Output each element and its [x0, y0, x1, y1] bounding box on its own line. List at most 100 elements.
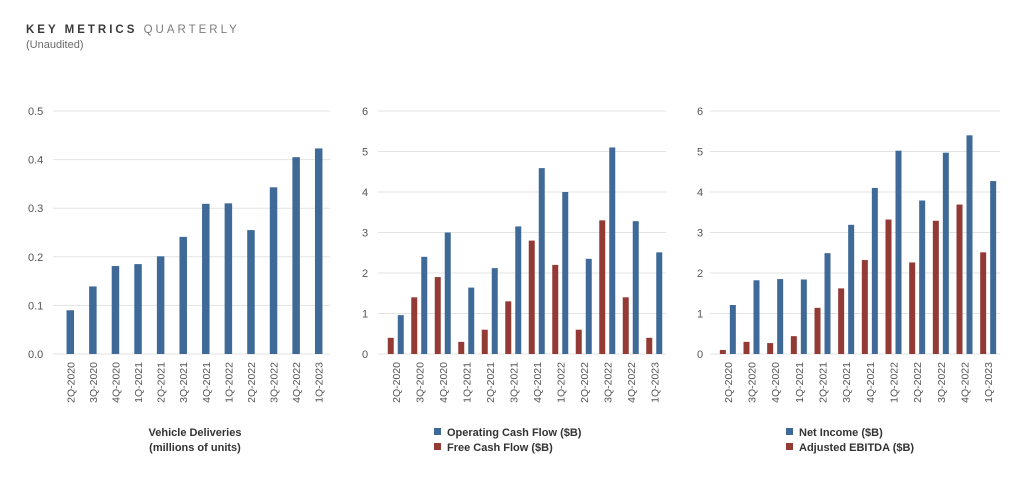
bar [538, 168, 545, 354]
y-tick-label: 0.4 [28, 155, 43, 167]
bar [269, 187, 278, 354]
bar [66, 310, 75, 354]
x-axis-sublabel: (millions of units) [149, 442, 241, 454]
bar [895, 150, 902, 354]
x-tick-label: 2Q-2021 [485, 362, 497, 403]
bar [729, 304, 736, 354]
bar [89, 286, 97, 354]
x-tick-label: 3Q-2021 [841, 362, 853, 403]
y-tick-label: 2 [362, 268, 368, 280]
bar [777, 279, 784, 354]
bar [942, 152, 949, 354]
bar [387, 337, 394, 354]
x-tick-label: 4Q-2021 [532, 362, 544, 403]
y-tick-label: 0.3 [28, 203, 43, 215]
header: KEY METRICS QUARTERLY (Unaudited) [26, 23, 240, 51]
bar [458, 341, 465, 354]
bar [790, 336, 797, 354]
page-subtitle: (Unaudited) [26, 39, 84, 51]
bar [646, 337, 653, 354]
legend-swatch [786, 428, 793, 435]
legend-swatch [434, 428, 441, 435]
y-tick-label: 4 [697, 187, 703, 199]
x-tick-label: 4Q-2020 [770, 362, 782, 403]
y-tick-label: 1 [362, 309, 368, 321]
x-tick-label: 4Q-2021 [201, 362, 213, 403]
bar [767, 343, 774, 354]
bar [481, 329, 488, 354]
x-tick-label: 4Q-2020 [110, 362, 122, 403]
bar [111, 266, 120, 354]
y-tick-label: 6 [362, 106, 368, 118]
bar [814, 307, 821, 354]
x-tick-label: 4Q-2021 [865, 362, 877, 403]
y-tick-label: 0.2 [28, 252, 43, 264]
y-tick-label: 3 [362, 228, 368, 240]
bar [528, 240, 535, 354]
x-tick-label: 1Q-2022 [223, 362, 235, 403]
bar [800, 279, 807, 354]
x-tick-label: 1Q-2021 [794, 362, 806, 403]
bar [515, 226, 522, 354]
bar [444, 232, 451, 354]
x-tick-label: 3Q-2020 [414, 362, 426, 403]
y-tick-label: 0 [362, 349, 368, 361]
legend-label: Net Income ($B) [799, 427, 883, 439]
bar [871, 187, 878, 354]
title-main: KEY METRICS [26, 24, 138, 36]
x-tick-label: 1Q-2022 [555, 362, 567, 403]
legend-swatch [786, 443, 793, 450]
bar [292, 157, 300, 354]
y-tick-label: 2 [697, 268, 703, 280]
bar [134, 264, 142, 354]
bar [909, 262, 916, 354]
bar [743, 341, 750, 354]
y-tick-label: 0.0 [28, 349, 43, 361]
x-tick-label: 3Q-2020 [88, 362, 100, 403]
bar [202, 203, 210, 354]
bar [434, 277, 441, 354]
x-tick-label: 2Q-2021 [818, 362, 830, 403]
chart-panel-3: 0 1 2 3 4 5 6 2Q-2020 3Q-2020 4Q-2020 1Q-2021 2Q-20… [697, 106, 1000, 454]
x-tick-label: 2Q-2020 [723, 362, 735, 403]
bar [552, 264, 559, 354]
bar [468, 287, 475, 354]
x-tick-label: 2Q-2021 [156, 362, 168, 403]
x-tick-label: 3Q-2022 [269, 362, 281, 403]
bar [838, 288, 845, 354]
bar [848, 224, 855, 354]
bar [861, 260, 868, 354]
bar [719, 349, 726, 354]
bar [585, 258, 592, 354]
bar [990, 181, 997, 354]
bar [491, 268, 498, 354]
x-tick-label: 1Q-2021 [461, 362, 473, 403]
x-tick-label: 2Q-2022 [246, 362, 258, 403]
y-tick-label: 3 [697, 228, 703, 240]
x-tick-label: 3Q-2021 [178, 362, 190, 403]
legend-label: Free Cash Flow ($B) [447, 442, 553, 454]
legend-label: Adjusted EBITDA ($B) [799, 442, 914, 454]
bar [562, 192, 569, 354]
x-tick-label: 4Q-2022 [291, 362, 303, 403]
chart-panel-1: 0.0 0.1 0.2 0.3 0.4 0.5 2Q-2020 3Q-2020 4Q-2020 1… [28, 106, 330, 454]
bar [980, 252, 987, 354]
bar [397, 315, 404, 354]
x-tick-label: 2Q-2020 [65, 362, 77, 403]
bar [599, 220, 606, 354]
bar [609, 147, 616, 354]
legend-swatch [434, 443, 441, 450]
x-tick-label: 1Q-2022 [889, 362, 901, 403]
x-tick-label: 3Q-2022 [602, 362, 614, 403]
x-tick-label: 2Q-2022 [579, 362, 591, 403]
x-axis-label: Vehicle Deliveries [149, 427, 242, 439]
x-tick-label: 3Q-2021 [508, 362, 520, 403]
bar [632, 221, 639, 354]
x-tick-label: 1Q-2023 [314, 362, 326, 403]
y-tick-label: 0.1 [28, 300, 43, 312]
bar [314, 148, 323, 354]
bar [179, 236, 187, 354]
chart-panel-2: 0 1 2 3 4 5 6 2Q-2020 3Q-2020 4Q-2020 1Q-2021 2Q-20… [362, 106, 666, 454]
bar [156, 256, 165, 354]
bar [622, 297, 629, 354]
